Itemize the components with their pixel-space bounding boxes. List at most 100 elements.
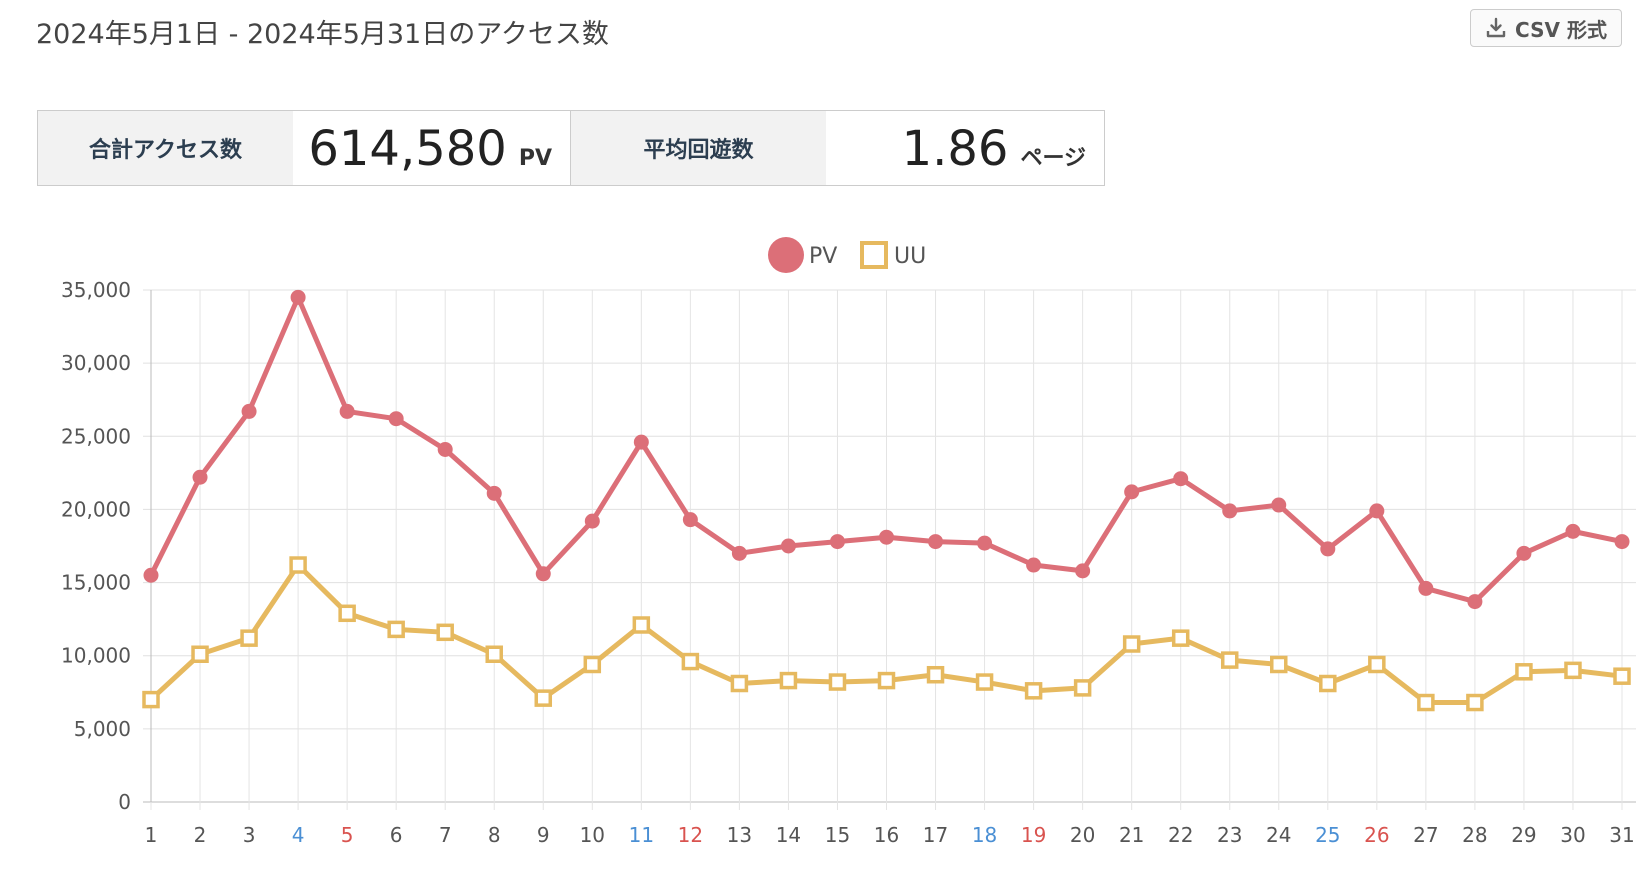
pv-point[interactable] bbox=[584, 513, 600, 529]
page-title: 2024年5月1日 - 2024年5月31日のアクセス数 bbox=[36, 19, 609, 50]
uu-point[interactable] bbox=[1122, 635, 1141, 653]
csv-download-button[interactable]: CSV 形式 bbox=[1470, 9, 1622, 47]
uu-point[interactable] bbox=[1613, 667, 1631, 685]
pv-point[interactable] bbox=[1369, 503, 1385, 519]
uu-point[interactable] bbox=[975, 673, 994, 691]
y-tick-label: 15,000 bbox=[61, 571, 131, 595]
pv-point[interactable] bbox=[1320, 541, 1336, 557]
legend-pv-marker[interactable] bbox=[768, 237, 804, 273]
pv-point[interactable] bbox=[143, 567, 159, 583]
access-line-chart: 0 5,000 10,000 15,000 20,000 25,000 30,000 35,0… bbox=[61, 237, 1636, 847]
pv-point[interactable] bbox=[486, 485, 502, 501]
legend-uu-marker[interactable] bbox=[860, 241, 888, 269]
uu-point[interactable] bbox=[1466, 693, 1484, 712]
uu-point[interactable] bbox=[681, 652, 700, 671]
y-tick-label: 5,000 bbox=[74, 717, 131, 741]
x-tick-label: 12 bbox=[678, 823, 703, 847]
total-access-value-cell: 614,580 PV bbox=[293, 111, 571, 185]
x-tick-label: 2 bbox=[194, 823, 207, 847]
uu-point[interactable] bbox=[828, 673, 847, 691]
x-tick-label: 19 bbox=[1021, 823, 1046, 847]
pv-point[interactable] bbox=[1418, 580, 1434, 596]
pv-point[interactable] bbox=[1026, 557, 1042, 573]
uu-point[interactable] bbox=[926, 665, 945, 684]
uu-point[interactable] bbox=[1564, 661, 1582, 680]
uu-point[interactable] bbox=[436, 623, 454, 642]
x-tick-label: 7 bbox=[439, 823, 452, 847]
uu-point[interactable] bbox=[1171, 629, 1190, 647]
pv-point[interactable] bbox=[1271, 497, 1287, 513]
pv-point[interactable] bbox=[977, 535, 993, 551]
x-tick-label: 15 bbox=[825, 823, 850, 847]
x-tick-label: 1 bbox=[145, 823, 158, 847]
uu-point[interactable] bbox=[1368, 655, 1386, 674]
pv-point[interactable] bbox=[928, 534, 944, 550]
x-tick-label: 20 bbox=[1070, 823, 1095, 847]
uu-point[interactable] bbox=[142, 690, 160, 709]
x-tick-label: 29 bbox=[1511, 823, 1536, 847]
pv-point[interactable] bbox=[1516, 545, 1532, 561]
pv-point[interactable] bbox=[780, 538, 796, 554]
uu-point[interactable] bbox=[632, 616, 651, 634]
total-access-value: 614,580 bbox=[308, 121, 507, 177]
y-tick-label: 30,000 bbox=[61, 351, 131, 375]
uu-point[interactable] bbox=[485, 645, 503, 664]
pv-point[interactable] bbox=[682, 512, 698, 528]
pv-point[interactable] bbox=[1565, 523, 1581, 539]
uu-point[interactable] bbox=[583, 655, 602, 674]
uu-point[interactable] bbox=[387, 620, 405, 639]
x-tick-label: 25 bbox=[1315, 823, 1340, 847]
avg-pages-unit: ページ bbox=[1020, 146, 1086, 171]
uu-point[interactable] bbox=[240, 629, 258, 647]
pv-point[interactable] bbox=[731, 545, 747, 561]
pv-point[interactable] bbox=[437, 441, 453, 457]
x-tick-label: 14 bbox=[776, 823, 801, 847]
uu-point[interactable] bbox=[1515, 663, 1533, 681]
x-tick-label: 26 bbox=[1364, 823, 1389, 847]
uu-point[interactable] bbox=[1417, 693, 1435, 712]
uu-point[interactable] bbox=[730, 674, 749, 693]
pv-point[interactable] bbox=[388, 411, 404, 427]
x-tick-label: 16 bbox=[874, 823, 899, 847]
x-tick-label: 31 bbox=[1609, 823, 1634, 847]
x-tick-label: 17 bbox=[923, 823, 948, 847]
y-tick-label: 25,000 bbox=[61, 424, 131, 448]
legend-uu-label[interactable]: UU bbox=[894, 244, 926, 269]
pv-point[interactable] bbox=[241, 403, 257, 419]
legend-pv-label[interactable]: PV bbox=[809, 244, 837, 269]
uu-point[interactable] bbox=[779, 671, 798, 690]
pv-point[interactable] bbox=[633, 434, 649, 450]
pv-point[interactable] bbox=[1075, 563, 1091, 579]
x-tick-label: 11 bbox=[629, 823, 654, 847]
pv-point[interactable] bbox=[829, 534, 845, 550]
x-tick-label: 18 bbox=[972, 823, 997, 847]
x-tick-label: 22 bbox=[1168, 823, 1193, 847]
uu-point[interactable] bbox=[877, 671, 896, 690]
x-tick-label: 10 bbox=[580, 823, 605, 847]
pv-point[interactable] bbox=[1467, 594, 1483, 610]
pv-point[interactable] bbox=[535, 566, 551, 582]
uu-point[interactable] bbox=[1220, 651, 1239, 669]
x-tick-label: 13 bbox=[727, 823, 752, 847]
uu-point[interactable] bbox=[191, 645, 209, 664]
pv-point[interactable] bbox=[879, 529, 894, 545]
pv-point[interactable] bbox=[1614, 534, 1630, 550]
uu-point[interactable] bbox=[1319, 674, 1337, 693]
uu-point[interactable] bbox=[1073, 679, 1092, 697]
uu-point[interactable] bbox=[534, 689, 553, 707]
uu-point[interactable] bbox=[289, 556, 307, 574]
uu-point[interactable] bbox=[1024, 682, 1043, 700]
y-tick-label: 10,000 bbox=[61, 644, 131, 668]
csv-button-label: CSV 形式 bbox=[1515, 17, 1607, 42]
x-tick-label: 27 bbox=[1413, 823, 1438, 847]
pv-point[interactable] bbox=[1222, 503, 1238, 519]
total-access-unit: PV bbox=[518, 146, 552, 171]
pv-point[interactable] bbox=[339, 403, 355, 419]
pv-point[interactable] bbox=[192, 469, 208, 485]
uu-point[interactable] bbox=[1270, 655, 1288, 674]
pv-point[interactable] bbox=[290, 289, 306, 305]
pv-point[interactable] bbox=[1124, 484, 1140, 500]
x-tick-label: 21 bbox=[1119, 823, 1144, 847]
uu-point[interactable] bbox=[338, 604, 356, 623]
pv-point[interactable] bbox=[1173, 471, 1189, 487]
